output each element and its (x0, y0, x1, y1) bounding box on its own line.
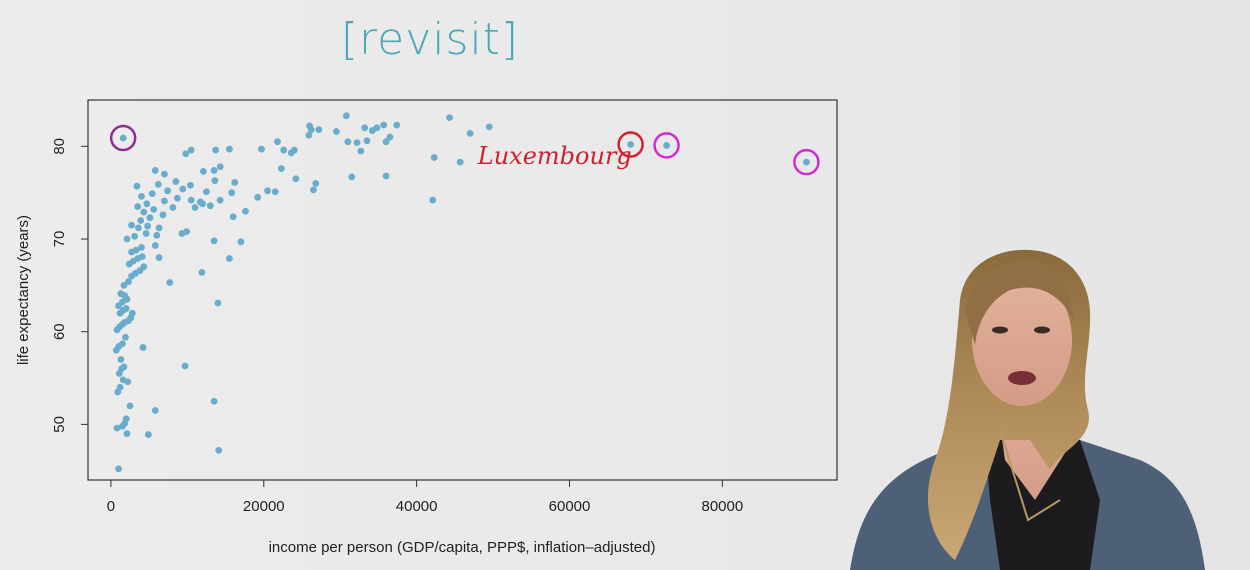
presenter-eye-left (992, 327, 1008, 334)
presenter-eye-right (1034, 327, 1050, 334)
presenter-mouth (1008, 371, 1036, 385)
